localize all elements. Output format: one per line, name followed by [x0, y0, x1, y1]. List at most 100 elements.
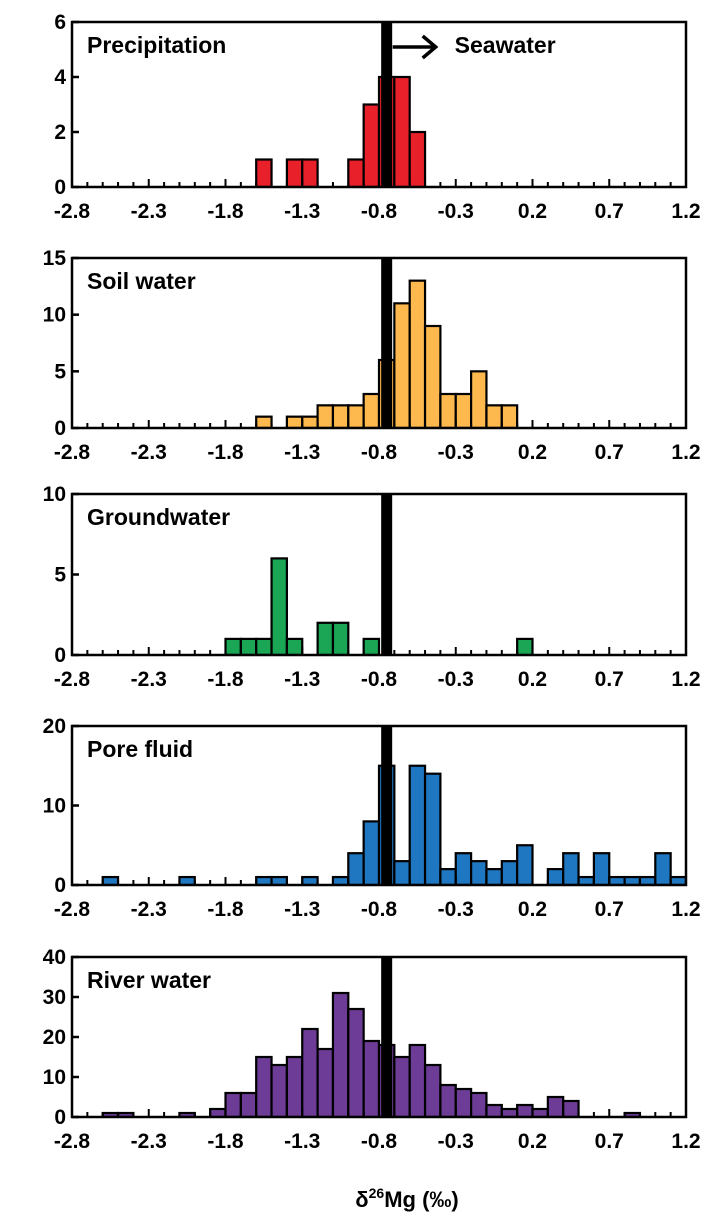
histogram-bar [485, 1103, 503, 1117]
x-tick-label: -2.8 [54, 898, 91, 921]
y-tick-label: 10 [43, 795, 66, 818]
histogram-bar [423, 324, 442, 428]
histogram-bar [301, 1027, 319, 1117]
x-tick-label: 0.2 [518, 668, 547, 691]
x-tick-label: -0.8 [361, 441, 398, 464]
x-axis-title-prefix: δ [355, 1187, 368, 1212]
histogram-bar [362, 820, 381, 885]
histogram-bar [347, 158, 365, 187]
x-axis-title-rest: Mg (‰) [384, 1187, 459, 1212]
histogram-bar [485, 404, 503, 428]
y-tick-label: 5 [54, 564, 66, 587]
x-tick-label: -1.3 [284, 668, 320, 691]
histogram-bar [362, 637, 381, 655]
x-tick-label: -1.3 [284, 441, 320, 464]
histogram-bar [347, 1007, 365, 1117]
x-tick-label: -1.8 [207, 441, 244, 464]
y-tick-label: 4 [54, 66, 66, 89]
x-tick-label: -0.3 [438, 898, 474, 921]
y-tick-label: 0 [54, 417, 66, 440]
histogram-bar [408, 130, 427, 187]
x-tick-label: -2.3 [131, 898, 167, 921]
x-tick-label: 1.2 [671, 668, 700, 691]
histogram-bar [393, 302, 411, 428]
y-tick-label: 20 [43, 1026, 66, 1049]
x-tick-label: -2.3 [131, 200, 167, 223]
x-tick-label: 0.7 [595, 200, 624, 223]
histogram-bar [485, 867, 503, 885]
x-tick-label: -0.8 [361, 1130, 398, 1153]
histogram-bar [270, 1063, 288, 1117]
bars [101, 764, 686, 885]
histogram-bar [454, 392, 473, 428]
histogram-bar [500, 404, 519, 428]
histogram-bar [408, 764, 427, 885]
y-tick-label: 40 [43, 946, 66, 969]
x-tick-label: -2.8 [54, 200, 91, 223]
histogram-bar [255, 1055, 273, 1117]
x-tick-label: -1.3 [284, 898, 320, 921]
histogram-bar [347, 404, 365, 428]
panel-soil-water: 0 5 10 15 -2.8 -2.3 -1.8 -1.3 -0.8 -0.3 0.2 0.7 1.2 S… [43, 247, 701, 464]
histogram-bar [408, 279, 427, 428]
x-tick-label: -2.3 [131, 668, 167, 691]
y-tick-label: 15 [43, 247, 67, 270]
x-tick-label: -2.8 [54, 441, 91, 464]
histogram-bar [301, 158, 319, 187]
bars [255, 75, 427, 187]
x-tick-label: 0.7 [595, 668, 624, 691]
histogram-bar [270, 557, 288, 655]
x-tick-label: -1.3 [284, 1130, 320, 1153]
y-tick-label: 10 [43, 304, 66, 327]
panel-title: Soil water [87, 268, 196, 294]
panel-title: Groundwater [87, 504, 230, 530]
x-tick-label: -1.8 [207, 200, 244, 223]
histogram-bar [331, 404, 350, 428]
histogram-bar [439, 867, 457, 885]
histogram-bar [454, 852, 473, 885]
x-tick-label: -1.8 [207, 898, 244, 921]
x-tick-label: -0.3 [438, 200, 474, 223]
histogram-bar [224, 637, 242, 655]
histogram-bar [500, 860, 519, 885]
histogram-bar [255, 415, 273, 428]
histogram-bar [454, 1087, 473, 1117]
panel-groundwater: 0 5 10 -2.8 -2.3 -1.8 -1.3 -0.8 -0.3 0.2 0.7 1.2 Gro… [43, 483, 701, 691]
histogram-bar [285, 415, 304, 428]
histogram-bar [239, 1091, 258, 1117]
histogram-bar [301, 415, 319, 428]
y-tick-label: 2 [54, 121, 66, 144]
x-tick-label: -2.8 [54, 1130, 91, 1153]
histogram-bar [331, 621, 350, 655]
x-tick-label: 1.2 [671, 441, 700, 464]
histogram-bar [362, 1039, 381, 1117]
bars [224, 557, 534, 655]
histogram-bar [285, 158, 304, 187]
y-tick-label: 0 [54, 1106, 66, 1129]
panel-title: River water [87, 967, 211, 993]
panel-river-water: 0 10 20 30 40 -2.8 -2.3 -1.8 -1.3 -0.8 -0.3 0.2 0.7 1… [43, 946, 701, 1153]
y-tick-label: 10 [43, 483, 66, 506]
x-axis-title: δ26Mg (‰) [355, 1185, 458, 1212]
histogram-bar [285, 1055, 304, 1117]
y-tick-label: 10 [43, 1066, 66, 1089]
y-tick-label: 0 [54, 874, 66, 897]
x-tick-label: -1.3 [284, 200, 320, 223]
histogram-bar [516, 1103, 534, 1117]
histogram-bar [546, 1095, 565, 1117]
histogram-bar [654, 852, 672, 885]
panel-pore-fluid: 0 10 20 -2.8 -2.3 -1.8 -1.3 -0.8 -0.3 0.2 0.7 1.2 Po… [43, 715, 701, 921]
y-tick-label: 30 [43, 986, 66, 1009]
x-tick-label: -2.8 [54, 668, 91, 691]
x-tick-label: -0.8 [361, 200, 398, 223]
panel-title: Pore fluid [87, 736, 193, 762]
x-tick-label: 1.2 [671, 200, 700, 223]
histogram-bar [316, 1047, 335, 1117]
y-tick-label: 6 [54, 11, 66, 34]
histogram-bar [470, 370, 488, 428]
x-tick-label: -2.3 [131, 1130, 167, 1153]
x-tick-label: 0.2 [518, 441, 547, 464]
x-tick-label: 0.2 [518, 898, 547, 921]
histogram-bar [347, 852, 365, 885]
